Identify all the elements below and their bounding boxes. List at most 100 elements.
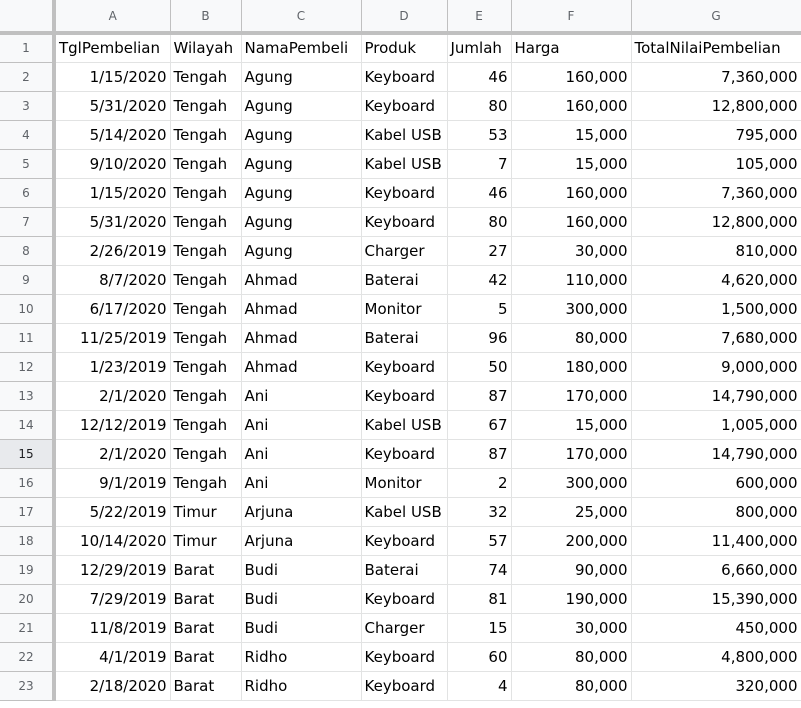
cell-g12[interactable]: 9,000,000 bbox=[630, 351, 801, 382]
cell-e22[interactable]: 60 bbox=[446, 641, 512, 672]
cell-c12[interactable]: Ahmad bbox=[240, 351, 362, 382]
row-header[interactable]: 5 bbox=[0, 148, 56, 179]
cell-b3[interactable]: Tengah bbox=[169, 90, 242, 121]
cell-f5[interactable]: 15,000 bbox=[510, 148, 632, 179]
cell-f22[interactable]: 80,000 bbox=[510, 641, 632, 672]
column-header-c[interactable]: C bbox=[240, 0, 362, 35]
cell-e17[interactable]: 32 bbox=[446, 496, 512, 527]
cell-e2[interactable]: 46 bbox=[446, 61, 512, 92]
cell-d11[interactable]: Baterai bbox=[360, 322, 448, 353]
cell-g21[interactable]: 450,000 bbox=[630, 612, 801, 643]
row-header[interactable]: 11 bbox=[0, 322, 56, 353]
cell-c21[interactable]: Budi bbox=[240, 612, 362, 643]
cell-c11[interactable]: Ahmad bbox=[240, 322, 362, 353]
row-header[interactable]: 17 bbox=[0, 496, 56, 527]
cell-d23[interactable]: Keyboard bbox=[360, 670, 448, 701]
cell-d12[interactable]: Keyboard bbox=[360, 351, 448, 382]
cell-f6[interactable]: 160,000 bbox=[510, 177, 632, 208]
cell-a21[interactable]: 11/8/2019 bbox=[53, 612, 171, 643]
cell-d6[interactable]: Keyboard bbox=[360, 177, 448, 208]
cell-f15[interactable]: 170,000 bbox=[510, 438, 632, 469]
cell-f20[interactable]: 190,000 bbox=[510, 583, 632, 614]
row-header[interactable]: 2 bbox=[0, 61, 56, 92]
cell-g6[interactable]: 7,360,000 bbox=[630, 177, 801, 208]
cell-g19[interactable]: 6,660,000 bbox=[630, 554, 801, 585]
row-header[interactable]: 19 bbox=[0, 554, 56, 585]
column-header-d[interactable]: D bbox=[360, 0, 448, 35]
cell-a15[interactable]: 2/1/2020 bbox=[53, 438, 171, 469]
row-header[interactable]: 10 bbox=[0, 293, 56, 324]
cell-c23[interactable]: Ridho bbox=[240, 670, 362, 701]
cell-e15[interactable]: 87 bbox=[446, 438, 512, 469]
cell-c6[interactable]: Agung bbox=[240, 177, 362, 208]
cell-d9[interactable]: Baterai bbox=[360, 264, 448, 295]
cell-g1[interactable]: TotalNilaiPembelian bbox=[630, 32, 801, 63]
cell-c10[interactable]: Ahmad bbox=[240, 293, 362, 324]
cell-a19[interactable]: 12/29/2019 bbox=[53, 554, 171, 585]
cell-f17[interactable]: 25,000 bbox=[510, 496, 632, 527]
column-header-e[interactable]: E bbox=[446, 0, 512, 35]
cell-f4[interactable]: 15,000 bbox=[510, 119, 632, 150]
cell-f7[interactable]: 160,000 bbox=[510, 206, 632, 237]
cell-c8[interactable]: Agung bbox=[240, 235, 362, 266]
cell-a14[interactable]: 12/12/2019 bbox=[53, 409, 171, 440]
cell-g16[interactable]: 600,000 bbox=[630, 467, 801, 498]
cell-g11[interactable]: 7,680,000 bbox=[630, 322, 801, 353]
cell-e20[interactable]: 81 bbox=[446, 583, 512, 614]
select-all-corner[interactable] bbox=[0, 0, 56, 35]
cell-g9[interactable]: 4,620,000 bbox=[630, 264, 801, 295]
cell-d22[interactable]: Keyboard bbox=[360, 641, 448, 672]
row-header[interactable]: 15 bbox=[0, 438, 56, 469]
cell-b4[interactable]: Tengah bbox=[169, 119, 242, 150]
cell-d4[interactable]: Kabel USB bbox=[360, 119, 448, 150]
cell-f18[interactable]: 200,000 bbox=[510, 525, 632, 556]
row-header[interactable]: 12 bbox=[0, 351, 56, 382]
row-header[interactable]: 16 bbox=[0, 467, 56, 498]
cell-f14[interactable]: 15,000 bbox=[510, 409, 632, 440]
cell-e14[interactable]: 67 bbox=[446, 409, 512, 440]
row-header[interactable]: 23 bbox=[0, 670, 56, 701]
cell-c7[interactable]: Agung bbox=[240, 206, 362, 237]
cell-b8[interactable]: Tengah bbox=[169, 235, 242, 266]
cell-e10[interactable]: 5 bbox=[446, 293, 512, 324]
cell-g13[interactable]: 14,790,000 bbox=[630, 380, 801, 411]
cell-a4[interactable]: 5/14/2020 bbox=[53, 119, 171, 150]
cell-d16[interactable]: Monitor bbox=[360, 467, 448, 498]
cell-g15[interactable]: 14,790,000 bbox=[630, 438, 801, 469]
cell-d19[interactable]: Baterai bbox=[360, 554, 448, 585]
cell-a23[interactable]: 2/18/2020 bbox=[53, 670, 171, 701]
cell-a20[interactable]: 7/29/2019 bbox=[53, 583, 171, 614]
cell-b1[interactable]: Wilayah bbox=[169, 32, 242, 63]
cell-e21[interactable]: 15 bbox=[446, 612, 512, 643]
row-header[interactable]: 20 bbox=[0, 583, 56, 614]
cell-c1[interactable]: NamaPembeli bbox=[240, 32, 362, 63]
row-header[interactable]: 6 bbox=[0, 177, 56, 208]
cell-f9[interactable]: 110,000 bbox=[510, 264, 632, 295]
row-header[interactable]: 7 bbox=[0, 206, 56, 237]
cell-e5[interactable]: 7 bbox=[446, 148, 512, 179]
cell-e8[interactable]: 27 bbox=[446, 235, 512, 266]
row-header[interactable]: 22 bbox=[0, 641, 56, 672]
cell-c3[interactable]: Agung bbox=[240, 90, 362, 121]
cell-b21[interactable]: Barat bbox=[169, 612, 242, 643]
cell-a22[interactable]: 4/1/2019 bbox=[53, 641, 171, 672]
column-header-f[interactable]: F bbox=[510, 0, 632, 35]
cell-g8[interactable]: 810,000 bbox=[630, 235, 801, 266]
row-header[interactable]: 1 bbox=[0, 32, 56, 63]
row-header[interactable]: 4 bbox=[0, 119, 56, 150]
cell-a18[interactable]: 10/14/2020 bbox=[53, 525, 171, 556]
cell-a8[interactable]: 2/26/2019 bbox=[53, 235, 171, 266]
cell-d8[interactable]: Charger bbox=[360, 235, 448, 266]
column-header-g[interactable]: G bbox=[630, 0, 801, 35]
cell-f8[interactable]: 30,000 bbox=[510, 235, 632, 266]
cell-c5[interactable]: Agung bbox=[240, 148, 362, 179]
cell-b17[interactable]: Timur bbox=[169, 496, 242, 527]
cell-b15[interactable]: Tengah bbox=[169, 438, 242, 469]
cell-b2[interactable]: Tengah bbox=[169, 61, 242, 92]
cell-a10[interactable]: 6/17/2020 bbox=[53, 293, 171, 324]
cell-f12[interactable]: 180,000 bbox=[510, 351, 632, 382]
cell-g2[interactable]: 7,360,000 bbox=[630, 61, 801, 92]
cell-c16[interactable]: Ani bbox=[240, 467, 362, 498]
cell-b16[interactable]: Tengah bbox=[169, 467, 242, 498]
